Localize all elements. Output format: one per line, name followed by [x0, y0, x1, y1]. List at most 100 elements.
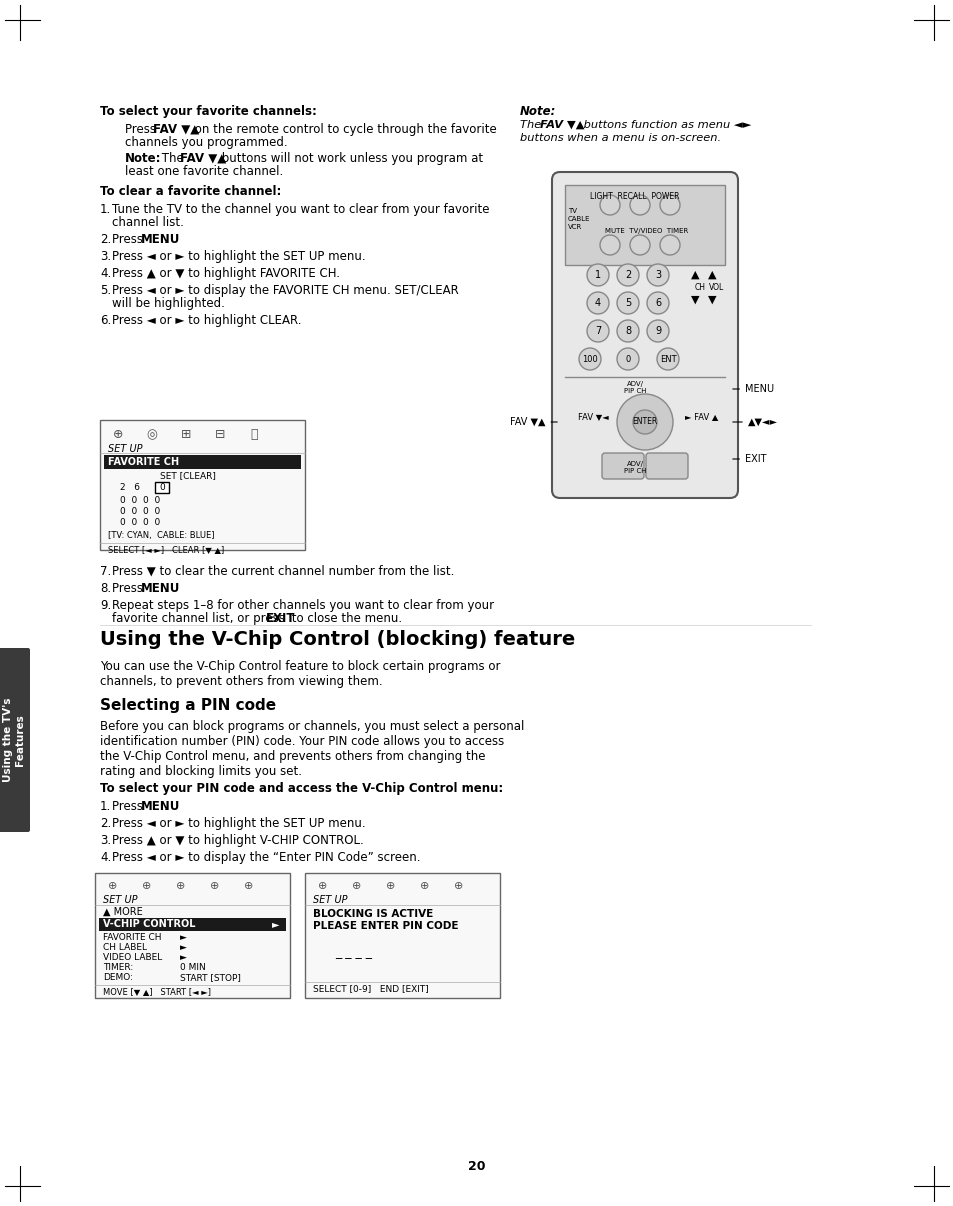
Circle shape: [659, 235, 679, 254]
Text: 0: 0: [159, 482, 165, 492]
Text: TIMER:: TIMER:: [103, 964, 133, 972]
Text: ►: ►: [180, 933, 187, 942]
Circle shape: [586, 264, 608, 286]
Circle shape: [657, 349, 679, 370]
Text: ▲: ▲: [707, 270, 716, 280]
Text: ► FAV ▲: ► FAV ▲: [684, 412, 718, 422]
Text: 8: 8: [624, 326, 630, 336]
Text: FAV ▼▲: FAV ▼▲: [180, 152, 226, 165]
Text: Press: Press: [112, 800, 147, 813]
Text: SELECT [◄ ►]   CLEAR [▼ ▲]: SELECT [◄ ►] CLEAR [▼ ▲]: [108, 545, 224, 554]
Text: ◎: ◎: [147, 428, 157, 441]
Text: 0: 0: [625, 355, 630, 363]
Text: 4.: 4.: [100, 267, 112, 280]
Text: You can use the V-Chip Control feature to block certain programs or
channels, to: You can use the V-Chip Control feature t…: [100, 660, 500, 687]
Text: 3.: 3.: [100, 250, 111, 263]
Text: CH LABEL: CH LABEL: [103, 943, 147, 952]
Text: ⊕: ⊕: [176, 882, 186, 891]
Text: MOVE [▼ ▲]   START [◄ ►]: MOVE [▼ ▲] START [◄ ►]: [103, 987, 211, 996]
Text: Press ◄ or ► to highlight CLEAR.: Press ◄ or ► to highlight CLEAR.: [112, 314, 301, 327]
Text: CH: CH: [694, 283, 705, 292]
Text: buttons will not work unless you program at: buttons will not work unless you program…: [218, 152, 482, 165]
Circle shape: [599, 235, 619, 254]
Bar: [95, 873, 290, 999]
Text: ▼: ▼: [707, 295, 716, 305]
Text: Press ▼ to clear the current channel number from the list.: Press ▼ to clear the current channel num…: [112, 564, 454, 578]
Text: ⊕: ⊕: [112, 428, 123, 441]
Text: 3: 3: [655, 270, 660, 280]
Text: MENU: MENU: [141, 233, 180, 246]
Text: ⊕: ⊕: [244, 882, 253, 891]
Text: 2.: 2.: [100, 816, 112, 830]
Text: The: The: [158, 152, 188, 165]
Text: MENU: MENU: [141, 800, 180, 813]
Text: Using the V-Chip Control (blocking) feature: Using the V-Chip Control (blocking) feat…: [100, 630, 575, 649]
Text: Press: Press: [112, 582, 147, 595]
Circle shape: [646, 264, 668, 286]
Text: 6.: 6.: [100, 314, 112, 327]
Text: The: The: [519, 121, 544, 130]
Text: 4.: 4.: [100, 851, 112, 863]
Text: LIGHT  RECALL  POWER: LIGHT RECALL POWER: [590, 192, 679, 201]
Text: will be highlighted.: will be highlighted.: [112, 297, 225, 310]
FancyBboxPatch shape: [552, 172, 738, 498]
Text: Press ◄ or ► to highlight the SET UP menu.: Press ◄ or ► to highlight the SET UP men…: [112, 250, 365, 263]
Circle shape: [617, 292, 639, 314]
Circle shape: [646, 292, 668, 314]
Text: 0  0  0  0: 0 0 0 0: [120, 507, 160, 516]
Text: ⊕: ⊕: [109, 882, 117, 891]
Text: EXIT: EXIT: [732, 453, 765, 464]
Text: MENU: MENU: [141, 582, 180, 595]
Text: 2   6: 2 6: [120, 482, 140, 492]
Text: 1.: 1.: [100, 800, 112, 813]
Text: SET UP: SET UP: [108, 444, 142, 453]
Text: ⊕: ⊕: [318, 882, 327, 891]
Text: SET [CLEAR]: SET [CLEAR]: [160, 472, 215, 480]
Circle shape: [617, 394, 672, 450]
Text: .: .: [164, 800, 168, 813]
Text: Press ▲ or ▼ to highlight V-CHIP CONTROL.: Press ▲ or ▼ to highlight V-CHIP CONTROL…: [112, 835, 363, 847]
Text: ⊕: ⊕: [420, 882, 429, 891]
Text: ENTER: ENTER: [632, 417, 657, 427]
FancyBboxPatch shape: [0, 648, 30, 832]
Text: ⊕: ⊕: [142, 882, 152, 891]
Text: To select your favorite channels:: To select your favorite channels:: [100, 105, 316, 118]
Text: ENT: ENT: [659, 355, 676, 363]
Text: TV
CABLE
VCR: TV CABLE VCR: [567, 207, 590, 230]
Text: PLEASE ENTER PIN CODE: PLEASE ENTER PIN CODE: [313, 921, 458, 931]
Text: Note:: Note:: [519, 105, 556, 118]
Text: SET UP: SET UP: [103, 895, 137, 904]
Text: ▼: ▼: [690, 295, 699, 305]
Text: ⊕: ⊕: [386, 882, 395, 891]
Text: ►: ►: [272, 919, 279, 929]
Text: Selecting a PIN code: Selecting a PIN code: [100, 698, 275, 713]
Text: 5: 5: [624, 298, 631, 308]
Text: To clear a favorite channel:: To clear a favorite channel:: [100, 185, 281, 198]
Text: FAV ▼▲: FAV ▼▲: [510, 417, 557, 427]
Text: ⓒ: ⓒ: [250, 428, 257, 441]
Text: buttons when a menu is on-screen.: buttons when a menu is on-screen.: [519, 133, 720, 144]
Text: BLOCKING IS ACTIVE: BLOCKING IS ACTIVE: [313, 909, 433, 919]
Circle shape: [646, 320, 668, 343]
Text: Repeat steps 1–8 for other channels you want to clear from your: Repeat steps 1–8 for other channels you …: [112, 599, 494, 611]
Text: 3.: 3.: [100, 835, 111, 847]
Text: [TV: CYAN,  CABLE: BLUE]: [TV: CYAN, CABLE: BLUE]: [108, 531, 214, 540]
Text: to close the menu.: to close the menu.: [287, 611, 401, 625]
Text: Before you can block programs or channels, you must select a personal
identifica: Before you can block programs or channel…: [100, 720, 524, 778]
Text: Press ▲ or ▼ to highlight FAVORITE CH.: Press ▲ or ▼ to highlight FAVORITE CH.: [112, 267, 339, 280]
Text: _ _ _ _: _ _ _ _: [335, 946, 372, 958]
Text: FAV ▼◄: FAV ▼◄: [578, 412, 608, 422]
Text: 1.: 1.: [100, 203, 112, 216]
Text: Note:: Note:: [125, 152, 161, 165]
Text: Press ◄ or ► to display the FAVORITE CH menu. SET/CLEAR: Press ◄ or ► to display the FAVORITE CH …: [112, 283, 458, 297]
Text: START [STOP]: START [STOP]: [180, 973, 240, 982]
Text: 1: 1: [595, 270, 600, 280]
Text: SELECT [0-9]   END [EXIT]: SELECT [0-9] END [EXIT]: [313, 984, 428, 993]
Text: ►: ►: [180, 953, 187, 962]
Text: To select your PIN code and access the V-Chip Control menu:: To select your PIN code and access the V…: [100, 781, 503, 795]
Text: channel list.: channel list.: [112, 216, 184, 229]
Circle shape: [617, 320, 639, 343]
Text: FAV ▼▲: FAV ▼▲: [539, 121, 584, 130]
Bar: [154, 482, 169, 493]
Text: buttons function as menu ◄►: buttons function as menu ◄►: [579, 121, 751, 130]
